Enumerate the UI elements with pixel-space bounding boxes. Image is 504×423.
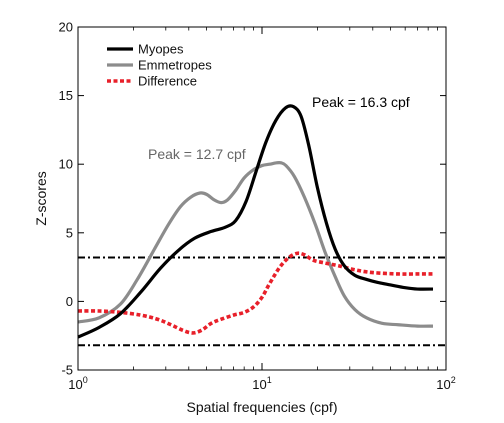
- x-tick-base: 10: [436, 377, 450, 392]
- series-line-emmetropes: [77, 160, 434, 328]
- y-tick-label: -5: [61, 363, 73, 378]
- reference-lines: [78, 256, 446, 347]
- axis-ticks: [77, 26, 447, 371]
- plot-frame: [77, 26, 447, 371]
- series-line-difference: [77, 251, 434, 335]
- x-tick-label: 102: [436, 375, 455, 392]
- y-tick-label: 0: [66, 294, 73, 309]
- peak-annotation: Peak = 16.3 cpf: [312, 94, 410, 110]
- series-lines: [77, 104, 434, 339]
- x-tick-base: 10: [68, 377, 82, 392]
- y-tick-label: 15: [59, 88, 73, 103]
- x-tick-label: 100: [68, 375, 87, 392]
- peak-annotation: Peak = 12.7 cpf: [148, 146, 246, 162]
- x-tick-exponent: 2: [451, 375, 456, 385]
- x-axis-label: Spatial frequencies (cpf): [187, 399, 338, 415]
- series-line-myopes: [77, 104, 434, 339]
- y-tick-label: 20: [59, 20, 73, 35]
- legend-label-difference: Difference: [138, 74, 197, 89]
- y-tick-label: 10: [59, 157, 73, 172]
- x-tick-label: 101: [252, 375, 271, 392]
- x-tick-base: 10: [252, 377, 266, 392]
- y-axis-label: Z-scores: [33, 171, 49, 225]
- y-tick-label: 5: [66, 225, 73, 240]
- legend-label-myopes: Myopes: [138, 42, 184, 57]
- x-tick-exponent: 0: [83, 375, 88, 385]
- legend-label-emmetropes: Emmetropes: [138, 58, 212, 73]
- annotations: Peak = 16.3 cpf Peak = 12.7 cpf: [148, 94, 410, 162]
- x-tick-exponent: 1: [267, 375, 272, 385]
